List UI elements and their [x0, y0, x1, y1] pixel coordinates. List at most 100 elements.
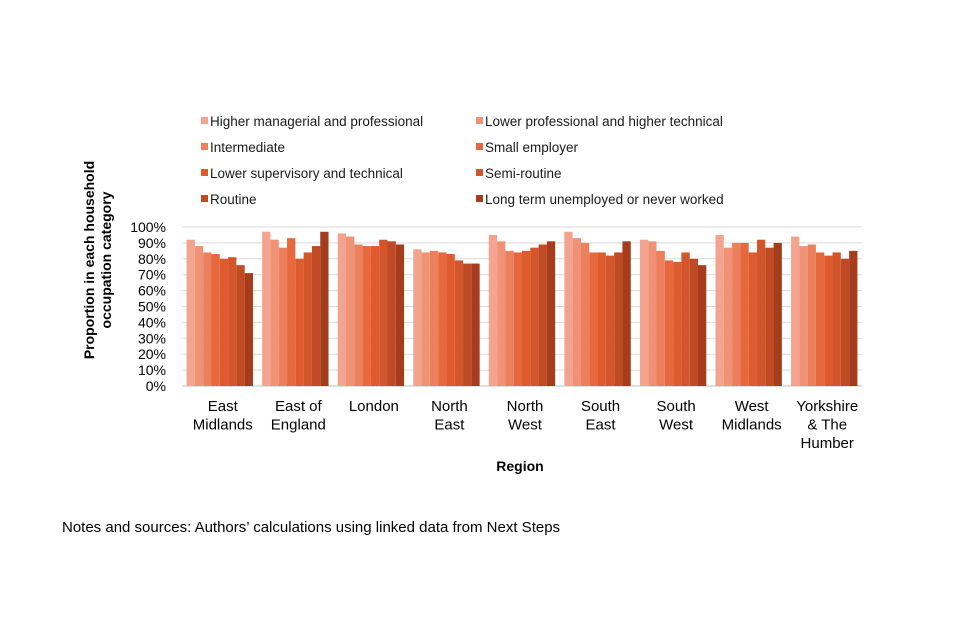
bar — [715, 234, 724, 386]
bar — [597, 252, 606, 386]
bar — [564, 231, 573, 386]
x-category-label: East Midlands — [193, 398, 253, 434]
bar — [488, 234, 498, 386]
legend-swatch — [476, 143, 483, 150]
x-category-label: North West — [507, 398, 544, 434]
bar — [673, 261, 682, 386]
bar — [497, 241, 506, 386]
bar — [413, 249, 422, 386]
y-tick-label: 60% — [138, 283, 166, 299]
bar — [522, 250, 531, 386]
bar — [236, 265, 245, 386]
bar — [354, 244, 363, 386]
bar — [320, 231, 329, 386]
legend-label: Routine — [210, 192, 257, 207]
bar — [538, 244, 547, 386]
bar — [765, 247, 774, 386]
bar — [546, 241, 556, 386]
bar — [656, 250, 665, 386]
bar — [303, 252, 312, 386]
bar — [513, 252, 522, 386]
bar — [362, 246, 371, 386]
x-axis-title: Region — [496, 458, 543, 474]
bar — [219, 258, 229, 386]
bar — [194, 246, 204, 386]
bar — [723, 247, 733, 386]
x-axis-categories: East Midlands East of England London North Eas… — [193, 398, 858, 452]
bar — [395, 244, 405, 386]
bar — [849, 250, 858, 386]
bar — [429, 250, 439, 386]
bar — [622, 241, 631, 386]
x-category-label: London — [349, 398, 399, 415]
y-tick-label: 10% — [138, 362, 166, 378]
bar — [454, 260, 464, 386]
bar — [311, 246, 321, 386]
y-axis-title: Proportion in each householdoccupation c… — [81, 161, 114, 359]
bar — [345, 236, 355, 386]
bar — [370, 246, 380, 386]
bar — [278, 247, 288, 386]
legend-label: Higher managerial and professional — [210, 114, 423, 129]
bar — [589, 252, 598, 386]
bar — [791, 236, 800, 386]
bar — [471, 263, 480, 386]
x-category-label: South West — [657, 398, 696, 434]
bar — [605, 255, 615, 386]
bar — [732, 242, 741, 386]
bar — [337, 233, 346, 386]
legend-label: Intermediate — [210, 140, 285, 155]
legend-label: Long term unemployed or never worked — [485, 192, 724, 207]
bar — [287, 238, 296, 386]
y-tick-label: 0% — [146, 378, 166, 394]
y-tick-label: 100% — [130, 219, 166, 235]
bar — [648, 241, 657, 386]
bar — [840, 258, 850, 386]
bar — [807, 244, 816, 386]
y-tick-label: 30% — [138, 330, 166, 346]
chart-legend: Higher managerial and professional Lower … — [201, 114, 724, 207]
bar — [262, 231, 271, 386]
legend-label: Lower supervisory and technical — [210, 166, 403, 181]
bar — [572, 238, 581, 386]
bar — [387, 241, 396, 386]
bar — [773, 242, 782, 386]
bar — [689, 258, 699, 386]
bar — [530, 247, 539, 386]
bar — [664, 260, 674, 386]
bar — [799, 246, 808, 386]
bar — [295, 258, 304, 386]
bar — [228, 257, 237, 386]
legend-swatch — [476, 117, 483, 124]
bar-chart: Higher managerial and professional Lower … — [81, 114, 862, 474]
bar — [681, 252, 690, 386]
bar — [756, 239, 766, 386]
bar — [203, 252, 212, 386]
x-category-label: East of England — [271, 398, 326, 434]
bars — [186, 231, 858, 386]
bar — [244, 273, 253, 386]
legend-swatch — [476, 169, 483, 176]
legend-label: Lower professional and higher technical — [485, 114, 723, 129]
bar — [580, 242, 590, 386]
bar — [614, 252, 623, 386]
legend-swatch — [201, 143, 208, 150]
y-tick-label: 70% — [138, 267, 166, 283]
bar — [832, 252, 841, 386]
bar — [824, 255, 833, 386]
bar — [815, 252, 825, 386]
legend-swatch — [201, 195, 208, 202]
bar — [438, 252, 447, 386]
x-category-label: North East — [431, 398, 468, 434]
bar — [505, 250, 514, 386]
notes-and-sources: Notes and sources: Authors’ calculations… — [62, 519, 561, 536]
x-category-label: South East — [581, 398, 620, 434]
bar — [740, 242, 749, 386]
x-category-label: West Midlands — [722, 398, 782, 434]
legend-label: Semi-routine — [485, 166, 562, 181]
bar — [379, 239, 388, 386]
legend-swatch — [201, 117, 208, 124]
y-tick-label: 90% — [138, 235, 166, 251]
legend-label: Small employer — [485, 140, 579, 155]
legend-swatch — [201, 169, 208, 176]
